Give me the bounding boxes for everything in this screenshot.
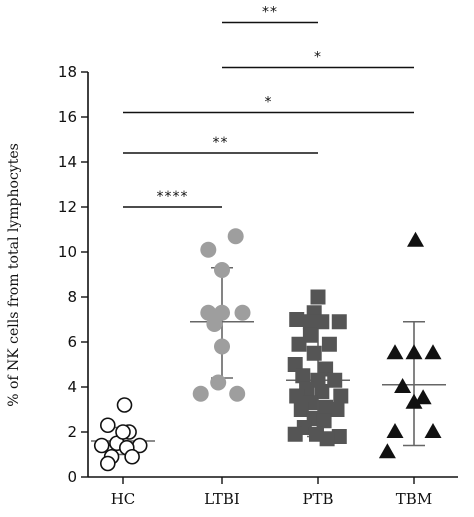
significance-label: * — [314, 50, 322, 66]
data-point-tbm — [386, 423, 404, 438]
y-tick-label: 16 — [58, 108, 77, 126]
data-point-ptb — [287, 426, 303, 442]
y-tick-label: 18 — [58, 63, 77, 81]
y-axis-label: % of NK cells from total lymphocytes — [6, 143, 22, 407]
data-point-ptb — [289, 388, 305, 404]
data-point-ptb — [291, 336, 307, 352]
x-tick-label-hc: HC — [111, 490, 136, 508]
data-point-ptb — [331, 429, 347, 444]
data-point-ptb — [316, 413, 332, 429]
y-tick-label: 14 — [58, 153, 77, 171]
data-point-ptb — [318, 399, 334, 415]
data-point-ltbi — [206, 316, 223, 332]
data-point-ltbi — [214, 262, 230, 278]
data-point-tbm — [424, 344, 442, 360]
data-point-ptb — [289, 312, 305, 327]
y-tick-label: 8 — [67, 288, 77, 306]
data-point-hc — [100, 417, 116, 434]
data-point-ptb — [302, 314, 318, 330]
data-point-tbm — [405, 344, 423, 360]
data-point-ltbi — [210, 374, 227, 391]
y-tick-label: 12 — [58, 198, 77, 216]
data-point-ptb — [314, 314, 330, 330]
data-point-tbm — [386, 344, 404, 360]
stats-layer — [91, 266, 446, 456]
significance-label: **** — [157, 189, 189, 205]
data-point-tbm — [405, 393, 423, 409]
data-point-tbm — [394, 378, 412, 393]
data-point-ltbi — [214, 304, 230, 321]
significance-label: ** — [213, 135, 229, 151]
x-tick-label-ltbi: LTBI — [204, 490, 240, 508]
y-tick-label: 10 — [58, 243, 77, 261]
data-point-hc — [100, 455, 116, 472]
data-point-ltbi — [200, 241, 217, 258]
significance-label: * — [265, 95, 273, 111]
data-point-tbm — [378, 443, 396, 459]
axes-layer: 0 2 4 6 8 10 12 14 16 18 HC LTBI PTB TBM — [58, 63, 458, 508]
data-point-tbm — [424, 423, 442, 438]
data-point-ptb — [310, 289, 326, 305]
data-point-ptb — [293, 402, 309, 417]
data-point-ltbi — [234, 304, 251, 321]
x-tick-label-ptb: PTB — [302, 490, 333, 508]
data-point-ltbi — [214, 338, 230, 355]
data-point-hc — [93, 437, 110, 454]
y-tick-label: 0 — [67, 468, 77, 486]
data-point-ptb — [329, 402, 345, 417]
data-point-hc — [116, 397, 133, 413]
points-layer — [93, 228, 442, 472]
data-point-ptb — [314, 384, 330, 399]
data-point-ltbi — [229, 385, 246, 402]
data-point-tbm — [407, 231, 425, 247]
y-tick-label: 6 — [67, 333, 77, 351]
y-tick-label: 4 — [67, 378, 77, 396]
y-tick-label: 2 — [67, 423, 77, 441]
significance-label: ** — [262, 5, 278, 21]
data-point-ptb — [306, 345, 322, 361]
data-point-ltbi — [227, 228, 244, 245]
data-point-ptb — [319, 431, 335, 447]
data-point-ptb — [327, 372, 343, 388]
data-point-hc — [124, 448, 140, 465]
data-point-ltbi — [192, 385, 209, 402]
data-point-ptb — [331, 314, 347, 330]
data-point-ptb — [295, 368, 311, 384]
data-point-hc — [115, 424, 131, 440]
x-tick-label-tbm: TBM — [396, 490, 432, 508]
significance-layer: ********** — [123, 5, 414, 208]
data-point-ptb — [302, 327, 318, 343]
data-point-ptb — [321, 336, 337, 352]
data-point-ptb — [333, 388, 349, 404]
data-point-tbm — [414, 389, 432, 405]
